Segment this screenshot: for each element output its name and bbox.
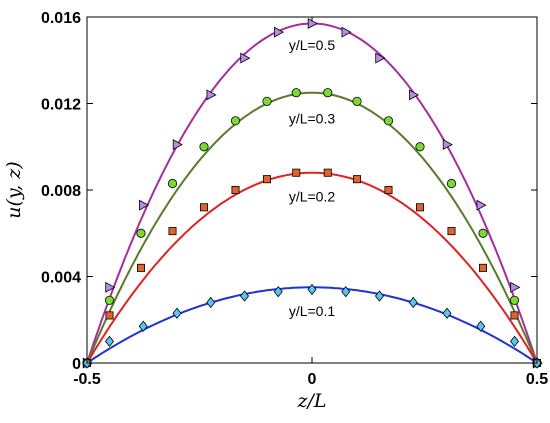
data-point [274,26,285,38]
x-axis-label: z/L [296,390,326,412]
data-point [136,263,145,272]
series-annotation: y/L=0.1 [289,303,336,319]
data-point [136,228,146,238]
y-tick-label: 0 [72,356,81,373]
y-axis-label: u(y, z) [3,161,25,218]
x-tick-label: 0.5 [526,371,548,388]
series-line [86,286,538,364]
data-point [375,52,386,64]
data-point [478,228,488,238]
x-tick-label: -0.5 [73,371,101,388]
series-line [86,91,538,364]
annotation-layer: y/L=0.5 y/L=0.3 y/L=0.2 y/L=0.1 [289,37,336,319]
data-point [341,26,352,38]
data-point [442,307,452,319]
data-point [138,320,148,332]
data-point [262,175,271,184]
y-tick-label: 0.016 [41,10,81,27]
y-tick-label: 0.012 [41,97,81,114]
data-point [383,116,394,126]
data-point [323,168,332,177]
data-point [199,203,208,212]
data-point [273,285,283,298]
data-point [409,89,420,101]
data-point [307,283,317,296]
data-point [231,185,240,194]
data-point [341,285,351,298]
data-point [374,290,385,302]
series-annotation: y/L=0.3 [289,111,336,127]
series-annotation: y/L=0.2 [289,188,336,204]
data-point [104,295,115,305]
series-annotation: y/L=0.5 [289,37,336,53]
data-point [352,96,362,106]
data-point [478,263,487,272]
data-point [262,96,272,106]
data-point [415,203,424,212]
data-point [415,142,425,152]
data-point [408,296,418,309]
data-point [167,178,178,189]
data-point [104,335,115,348]
data-point [240,52,251,64]
data-point [447,227,456,236]
data-point [442,139,453,151]
data-point [509,295,520,305]
data-point [206,296,216,309]
data-point [307,18,318,29]
data-point [510,311,519,320]
x-tick-label: 0 [308,371,317,388]
data-point [510,281,521,293]
series-line [86,171,538,364]
data-point [206,89,217,101]
data-point [476,320,486,332]
marker-layer [82,18,543,369]
data-point [384,185,393,194]
data-point [168,227,177,236]
data-point [291,88,301,98]
data-point [446,178,457,189]
data-point [139,199,150,211]
data-point [172,307,182,319]
data-point [199,142,209,152]
data-point [239,290,250,302]
y-tick-label: 0.004 [41,270,81,287]
data-point [323,88,333,98]
data-point [105,281,116,293]
data-point [172,139,183,151]
data-point [352,175,361,184]
y-tick-label: 0.008 [41,183,81,200]
data-point [509,335,520,348]
data-point [292,168,301,177]
data-point [476,199,487,211]
data-point [230,116,241,126]
plot-frame [86,16,538,364]
data-point [105,311,114,320]
